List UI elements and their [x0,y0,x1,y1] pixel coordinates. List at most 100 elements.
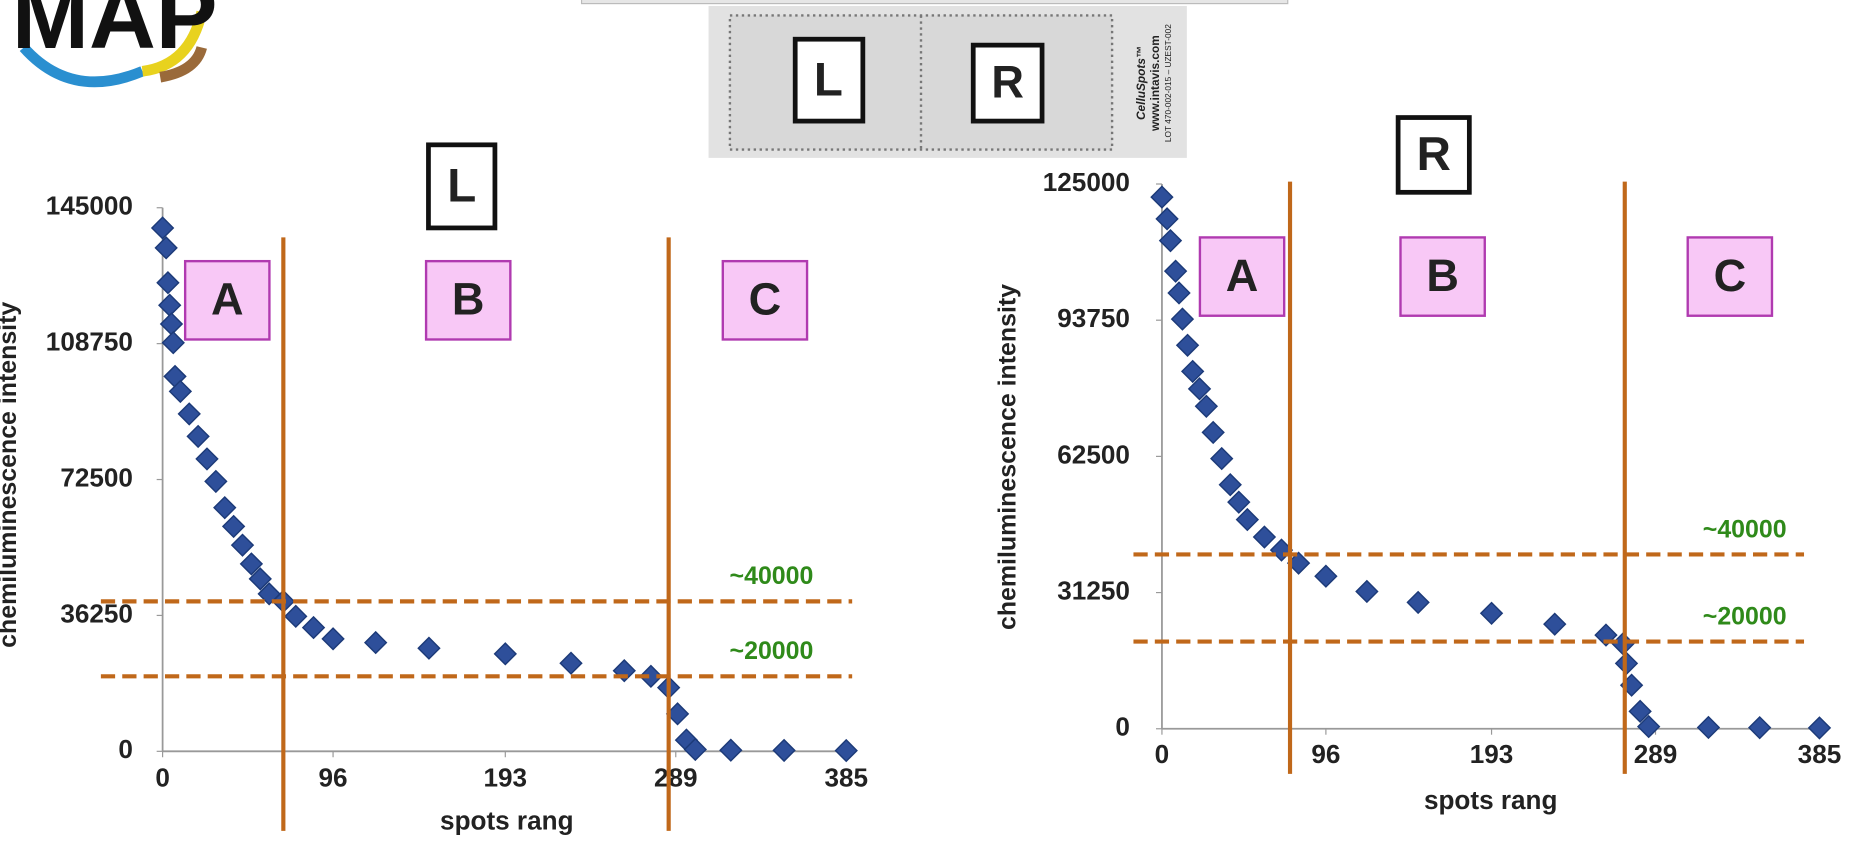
data-point [1807,716,1832,740]
data-point [230,533,255,557]
data-point [1158,228,1183,253]
logo-ring [19,43,145,88]
zone-box [1198,236,1286,317]
data-point [1175,333,1200,357]
data-point [156,271,180,295]
data-point [1167,281,1191,305]
data-point [284,604,308,629]
lot-number: LOT 470-002-015 – UZEST-002 [1163,24,1173,142]
threshold-label: ~20000 [1703,602,1787,630]
chart-title: L [447,159,476,212]
chart-title: R [1417,128,1451,181]
data-point [1314,564,1338,588]
data-point [177,402,201,426]
zone-box [183,259,271,341]
data-point [154,236,178,260]
data-point [186,424,210,449]
logo-ring [159,45,207,83]
x-tick-label: 385 [824,763,868,793]
y-tick-label: 62500 [1057,439,1130,469]
x-tick-label: 0 [155,763,170,793]
data-point [612,659,636,683]
data-point [772,738,796,763]
data-point [1201,420,1225,445]
y-axis-label: chemiluminescence intensity [993,284,1021,630]
threshold-label: ~40000 [730,562,814,590]
y-tick-label: 93750 [1057,303,1130,333]
data-point [1235,507,1260,532]
title-box [426,142,498,231]
membrane-label: L [814,54,843,107]
data-point [719,738,743,762]
data-point [493,642,517,666]
y-tick-label: 125000 [1043,167,1130,197]
threshold-label: ~40000 [1703,515,1787,543]
data-point [363,630,388,655]
data-point [1696,715,1721,740]
data-point [301,615,326,640]
data-point [559,651,583,675]
threshold-label: ~20000 [730,637,814,665]
data-point [1163,259,1188,283]
x-tick-label: 193 [1470,739,1514,769]
label-box [970,42,1045,124]
data-point [1227,490,1251,514]
data-point [239,552,264,576]
title-box [1395,115,1472,195]
logo-ring [141,10,207,77]
zone-box [1399,236,1486,317]
data-point [1479,601,1504,625]
x-axis-label: spots rang [1424,785,1557,815]
zone-label: C [1714,250,1747,301]
data-point [1636,714,1661,739]
x-tick-label: 193 [484,763,528,793]
top-bar [580,0,1289,5]
x-tick-label: 96 [1311,739,1340,769]
data-point [1355,579,1379,604]
data-point [1543,612,1567,636]
data-point [159,312,184,336]
data-point [1210,446,1234,471]
y-tick-label: 0 [118,734,133,764]
data-point [1155,207,1179,231]
data-point [1180,359,1205,384]
zone-label: B [1426,250,1459,301]
y-tick-label: 72500 [60,462,133,492]
y-tick-label: 36250 [60,598,133,628]
y-axis-label: chemiluminescence intensity [0,302,22,648]
data-point [1218,473,1242,497]
y-tick-label: 145000 [46,191,133,221]
data-point [1748,715,1772,740]
data-point [213,495,237,520]
logo: MAP [12,0,218,88]
data-point [1170,307,1195,331]
data-point [195,447,219,471]
y-tick-label: 31250 [1057,575,1130,605]
data-point [150,216,175,240]
data-point [683,737,707,762]
y-tick-label: 108750 [46,327,133,357]
x-tick-label: 289 [1634,739,1678,769]
data-point [639,664,663,689]
data-point [834,738,858,763]
data-point [1252,525,1277,549]
data-point [1628,699,1652,724]
zone-box [721,259,809,341]
data-point [1150,185,1174,209]
zone-label: A [211,274,244,325]
y-tick-label: 0 [1115,712,1130,742]
x-tick-label: 96 [319,763,348,793]
data-point [161,331,185,355]
zone-box [1686,236,1774,317]
data-point [1194,394,1219,418]
data-point [321,627,345,651]
data-point [204,469,228,494]
brand-url: www.intavis.com [1148,35,1162,132]
brand: CelluSpots™ [1134,46,1148,120]
data-point [1187,377,1212,401]
x-axis-label: spots rang [440,805,573,835]
data-point [1594,623,1618,647]
data-point [168,379,193,404]
logo-text: MAP [12,0,218,68]
